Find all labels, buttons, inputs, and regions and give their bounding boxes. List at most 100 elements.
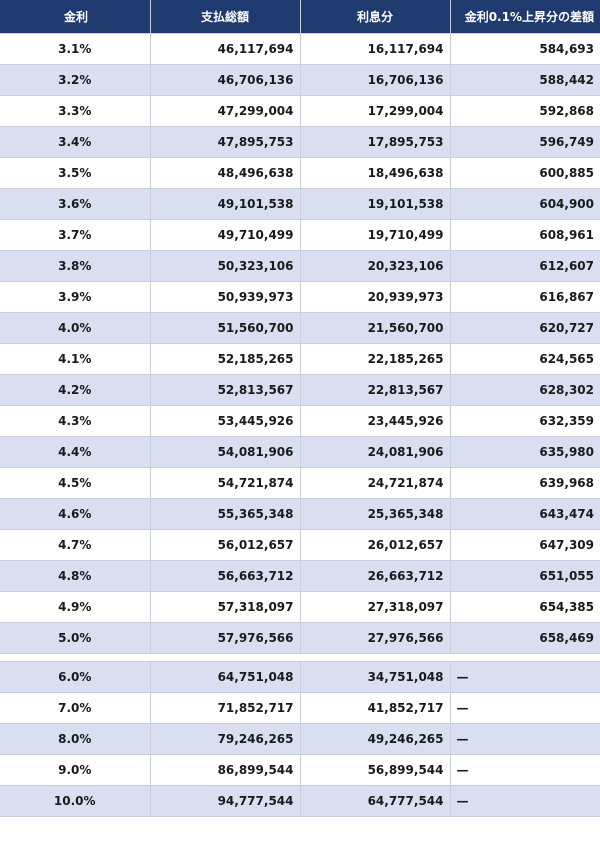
divider-cell — [150, 653, 300, 662]
header-total: 支払総額 — [150, 0, 301, 34]
diff-cell: 647,309 — [450, 529, 600, 561]
header-rate: 金利 — [0, 0, 151, 34]
interest-cell: 41,852,717 — [300, 692, 451, 724]
diff-cell: 600,885 — [450, 157, 600, 189]
header-diff: 金利0.1%上昇分の差額 — [450, 0, 600, 34]
table-row: 4.5% 54,721,874 24,721,874 639,968 — [0, 467, 600, 499]
table-row: 4.4% 54,081,906 24,081,906 635,980 — [0, 436, 600, 468]
total-cell: 50,939,973 — [150, 281, 301, 313]
table-row: 9.0% 86,899,544 56,899,544— — [0, 754, 600, 786]
diff-cell: 620,727 — [450, 312, 600, 344]
interest-cell: 64,777,544 — [300, 785, 451, 817]
table-row: 4.0% 51,560,700 21,560,700 620,727 — [0, 312, 600, 344]
interest-cell: 34,751,048 — [300, 661, 451, 693]
interest-cell: 25,365,348 — [300, 498, 451, 530]
total-cell: 64,751,048 — [150, 661, 301, 693]
total-cell: 50,323,106 — [150, 250, 301, 282]
rate-cell: 4.0% — [0, 312, 151, 344]
table-row: 3.9% 50,939,973 20,939,973 616,867 — [0, 281, 600, 313]
table-row: 3.2% 46,706,136 16,706,136 588,442 — [0, 64, 600, 96]
diff-cell: 628,302 — [450, 374, 600, 406]
header-interest: 利息分 — [300, 0, 451, 34]
interest-cell: 18,496,638 — [300, 157, 451, 189]
rate-cell: 3.7% — [0, 219, 151, 251]
rate-cell: 4.6% — [0, 498, 151, 530]
interest-cell: 21,560,700 — [300, 312, 451, 344]
interest-cell: 19,710,499 — [300, 219, 451, 251]
total-cell: 57,318,097 — [150, 591, 301, 623]
table-row: 10.0% 94,777,544 64,777,544— — [0, 785, 600, 817]
total-cell: 79,246,265 — [150, 723, 301, 755]
total-cell: 56,663,712 — [150, 560, 301, 592]
interest-cell: 17,895,753 — [300, 126, 451, 158]
table-row: 4.3% 53,445,926 23,445,926 632,359 — [0, 405, 600, 437]
total-cell: 55,365,348 — [150, 498, 301, 530]
diff-cell: 654,385 — [450, 591, 600, 623]
total-cell: 86,899,544 — [150, 754, 301, 786]
header-row: 金利 支払総額 利息分 金利0.1%上昇分の差額 — [0, 0, 600, 34]
rate-cell: 6.0% — [0, 661, 151, 693]
rate-cell: 3.4% — [0, 126, 151, 158]
table-row: 5.0% 57,976,566 27,976,566 658,469 — [0, 622, 600, 654]
diff-cell: — — [450, 785, 600, 817]
rate-cell: 8.0% — [0, 723, 151, 755]
diff-cell: 584,693 — [450, 33, 600, 65]
interest-cell: 23,445,926 — [300, 405, 451, 437]
section-divider — [0, 653, 600, 662]
table-row: 3.6% 49,101,538 19,101,538 604,900 — [0, 188, 600, 220]
total-cell: 54,081,906 — [150, 436, 301, 468]
table-row: 4.8% 56,663,712 26,663,712 651,055 — [0, 560, 600, 592]
total-cell: 46,117,694 — [150, 33, 301, 65]
rate-cell: 3.8% — [0, 250, 151, 282]
divider-cell — [300, 653, 450, 662]
diff-cell: — — [450, 723, 600, 755]
total-cell: 47,299,004 — [150, 95, 301, 127]
rate-cell: 4.2% — [0, 374, 151, 406]
rate-cell: 3.5% — [0, 157, 151, 189]
rate-cell: 4.1% — [0, 343, 151, 375]
rate-cell: 4.3% — [0, 405, 151, 437]
table-row: 3.5% 48,496,638 18,496,638 600,885 — [0, 157, 600, 189]
total-cell: 49,710,499 — [150, 219, 301, 251]
total-cell: 54,721,874 — [150, 467, 301, 499]
rate-cell: 4.5% — [0, 467, 151, 499]
table-row: 6.0% 64,751,048 34,751,048— — [0, 661, 600, 693]
interest-cell: 27,976,566 — [300, 622, 451, 654]
divider-cell — [0, 653, 150, 662]
total-cell: 47,895,753 — [150, 126, 301, 158]
interest-cell: 56,899,544 — [300, 754, 451, 786]
diff-cell: 643,474 — [450, 498, 600, 530]
total-cell: 56,012,657 — [150, 529, 301, 561]
interest-cell: 27,318,097 — [300, 591, 451, 623]
diff-cell: 604,900 — [450, 188, 600, 220]
diff-cell: 592,868 — [450, 95, 600, 127]
interest-cell: 16,706,136 — [300, 64, 451, 96]
rate-cell: 3.3% — [0, 95, 151, 127]
diff-cell: 658,469 — [450, 622, 600, 654]
rate-cell: 3.2% — [0, 64, 151, 96]
total-cell: 52,813,567 — [150, 374, 301, 406]
table-row: 3.8% 50,323,106 20,323,106 612,607 — [0, 250, 600, 282]
interest-rate-table: 金利 支払総額 利息分 金利0.1%上昇分の差額 3.1% 46,117,694 1… — [0, 0, 600, 817]
total-cell: 94,777,544 — [150, 785, 301, 817]
rate-cell: 4.7% — [0, 529, 151, 561]
interest-cell: 22,813,567 — [300, 374, 451, 406]
interest-cell: 16,117,694 — [300, 33, 451, 65]
diff-cell: 588,442 — [450, 64, 600, 96]
total-cell: 51,560,700 — [150, 312, 301, 344]
rate-cell: 9.0% — [0, 754, 151, 786]
divider-cell — [450, 653, 600, 662]
diff-cell: 639,968 — [450, 467, 600, 499]
interest-cell: 26,663,712 — [300, 560, 451, 592]
interest-cell: 22,185,265 — [300, 343, 451, 375]
interest-cell: 20,939,973 — [300, 281, 451, 313]
diff-cell: 608,961 — [450, 219, 600, 251]
diff-cell: — — [450, 754, 600, 786]
table-row: 4.7% 56,012,657 26,012,657 647,309 — [0, 529, 600, 561]
rate-cell: 3.6% — [0, 188, 151, 220]
diff-cell: 624,565 — [450, 343, 600, 375]
rate-cell: 3.9% — [0, 281, 151, 313]
table-row: 4.1% 52,185,265 22,185,265 624,565 — [0, 343, 600, 375]
table-row: 7.0% 71,852,717 41,852,717— — [0, 692, 600, 724]
table-row: 3.3% 47,299,004 17,299,004 592,868 — [0, 95, 600, 127]
